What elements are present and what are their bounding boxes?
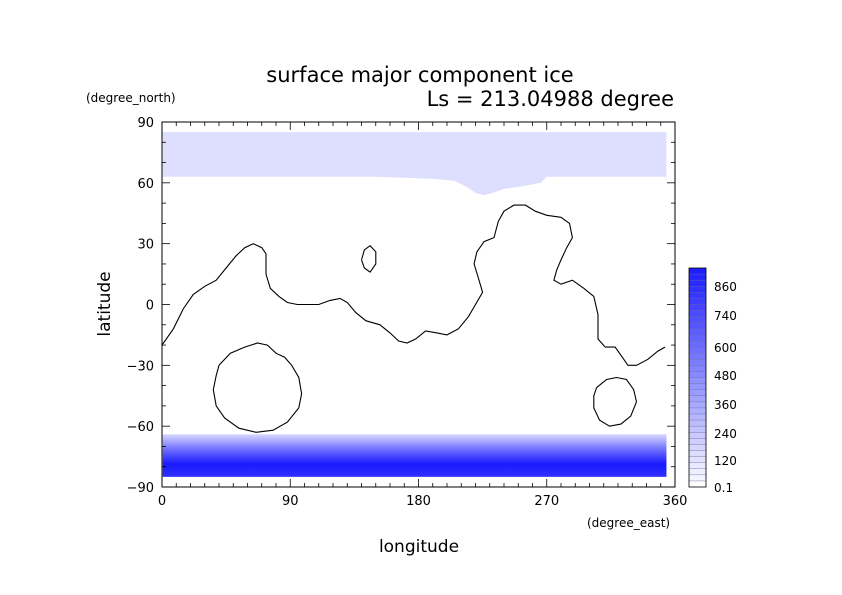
y-unit-label: (degree_north) xyxy=(86,91,176,105)
y-tick-label: −30 xyxy=(127,359,154,374)
y-tick-label: 60 xyxy=(137,177,154,192)
y-tick-label: 90 xyxy=(137,116,154,131)
colorbar-label: 740 xyxy=(714,309,737,323)
colorbar-swatch xyxy=(689,414,706,421)
colorbar-swatch xyxy=(689,353,706,360)
colorbar-swatch xyxy=(689,401,706,409)
colorbar-swatch xyxy=(689,292,706,299)
colorbar-swatch xyxy=(689,328,706,336)
colorbar-swatch xyxy=(689,395,706,403)
colorbar-swatch xyxy=(689,432,706,439)
colorbar-label: 120 xyxy=(714,454,737,468)
colorbar-swatch xyxy=(689,480,706,488)
topography-contour-2 xyxy=(212,342,303,433)
colorbar-swatch xyxy=(689,389,706,396)
colorbar-swatch xyxy=(689,347,706,354)
colorbar-swatch xyxy=(689,456,706,463)
colorbar-swatch xyxy=(689,450,706,457)
x-tick-label: 270 xyxy=(534,494,559,509)
colorbar-label: 480 xyxy=(714,369,737,383)
colorbar-label: 360 xyxy=(714,398,737,412)
colorbar-swatch xyxy=(689,286,706,293)
chart-title: surface major component ice xyxy=(266,63,573,87)
colorbar-swatch xyxy=(689,438,706,445)
y-tick-label: 0 xyxy=(146,299,154,314)
colorbar-swatch xyxy=(689,322,706,330)
colorbar-swatch xyxy=(689,298,706,305)
colorbar-frame xyxy=(688,267,707,488)
y-tick-label: 30 xyxy=(137,238,154,253)
colorbar-swatch xyxy=(689,468,706,476)
topography-contour-1 xyxy=(360,244,377,273)
colorbar-label: 860 xyxy=(714,280,737,294)
colorbar-swatch xyxy=(689,407,706,415)
north-polar-ice-region xyxy=(162,132,667,195)
colorbar-swatch xyxy=(689,280,706,287)
chart-subtitle: Ls = 213.04988 degree xyxy=(427,87,674,111)
colorbar-label: 240 xyxy=(714,427,737,441)
x-tick-label: 0 xyxy=(158,494,166,509)
colorbar-swatch xyxy=(689,383,706,390)
colorbar-swatch xyxy=(689,426,706,433)
colorbar-swatch xyxy=(689,316,706,323)
colorbar-swatch xyxy=(689,462,706,469)
colorbar-swatch xyxy=(689,304,706,311)
colorbar-label: 0.1 xyxy=(714,481,733,495)
colorbar-swatch xyxy=(689,444,706,451)
colorbar-swatch xyxy=(689,268,706,275)
y-tick-label: −60 xyxy=(127,420,154,435)
y-axis-label: latitude xyxy=(95,271,115,336)
x-tick-label: 90 xyxy=(282,494,299,509)
colorbar-swatch xyxy=(689,420,706,427)
south-polar-ice-region xyxy=(162,434,667,477)
colorbar-swatch xyxy=(689,365,706,372)
topography-contour-0 xyxy=(161,204,666,366)
colorbar-swatch xyxy=(689,274,706,281)
colorbar-swatch xyxy=(689,341,706,348)
colorbar-swatch xyxy=(689,359,706,366)
x-axis-label: longitude xyxy=(379,537,459,557)
colorbar-swatch xyxy=(689,474,706,482)
colorbar-swatch xyxy=(689,334,706,342)
x-tick-label: 180 xyxy=(406,494,431,509)
colorbar-swatch xyxy=(689,371,706,378)
colorbar-swatch xyxy=(689,377,706,384)
x-tick-label: 360 xyxy=(663,494,688,509)
y-tick-label: −90 xyxy=(127,481,154,496)
colorbar-label: 600 xyxy=(714,341,737,355)
colorbar-swatch xyxy=(689,310,706,317)
x-unit-label: (degree_east) xyxy=(587,516,670,530)
topography-contour-3 xyxy=(593,376,638,427)
